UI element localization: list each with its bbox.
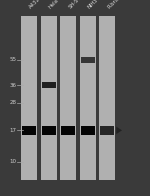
Text: 17: 17 [9, 128, 16, 133]
Text: R.brain: R.brain [106, 0, 123, 10]
Text: 10: 10 [9, 159, 16, 164]
Text: A431: A431 [28, 0, 42, 10]
Text: 36: 36 [9, 83, 16, 88]
Bar [61, 126, 75, 135]
Text: Hela: Hela [48, 0, 60, 10]
Text: SH-SY5Y: SH-SY5Y [68, 0, 87, 10]
Text: 28: 28 [9, 100, 16, 105]
Text: NIH3T3: NIH3T3 [87, 0, 104, 10]
Polygon shape [116, 127, 122, 134]
Text: 55: 55 [9, 57, 16, 62]
Bar [100, 126, 114, 135]
Bar [42, 126, 56, 135]
Bar [99, 16, 115, 180]
Bar [81, 57, 95, 63]
Bar [22, 126, 36, 135]
Bar [42, 82, 56, 88]
Bar [60, 16, 76, 180]
Bar [80, 16, 96, 180]
Bar [41, 16, 57, 180]
Bar [81, 126, 95, 135]
Bar [21, 16, 37, 180]
